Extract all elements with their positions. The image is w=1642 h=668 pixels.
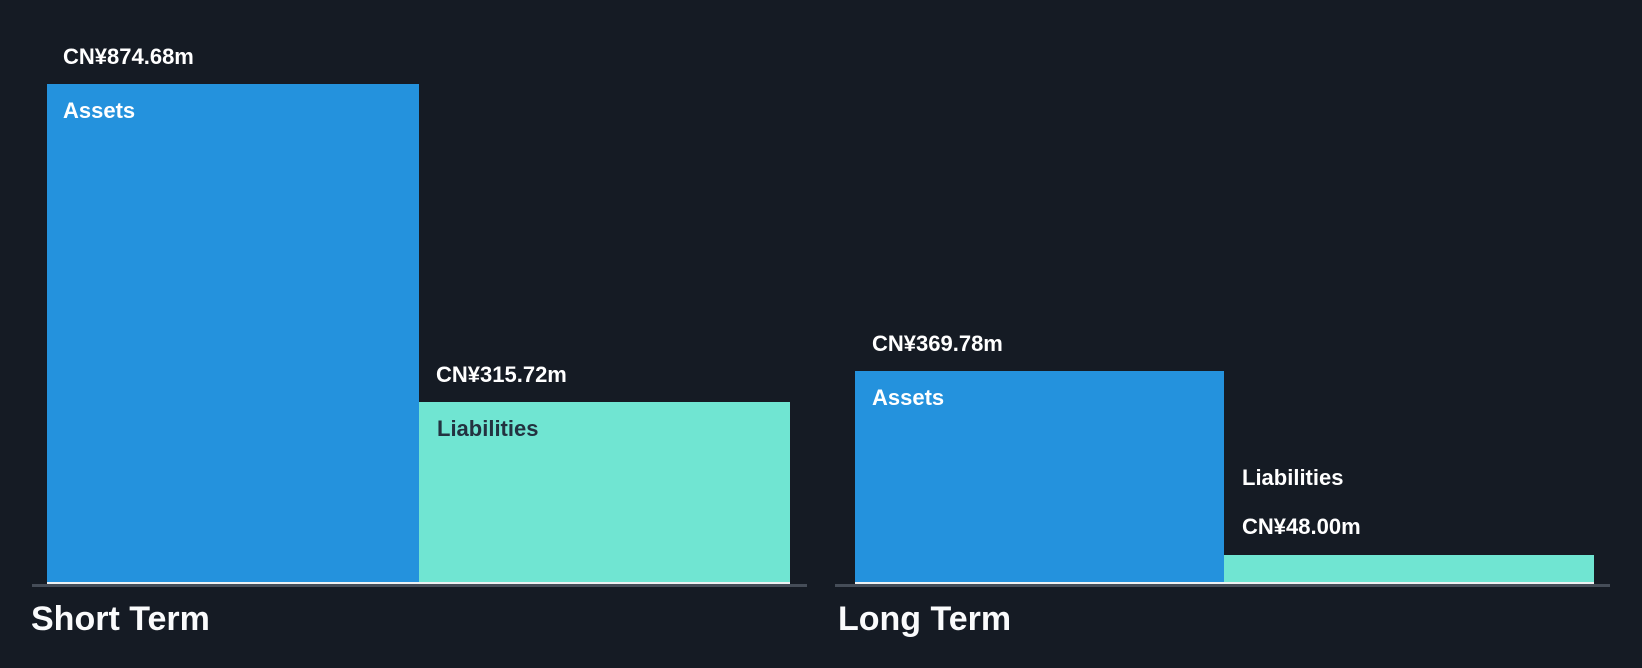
- bar-long-term-assets[interactable]: [855, 371, 1224, 582]
- short-term-assets-label: Assets: [63, 98, 136, 123]
- long-term-assets-value: CN¥369.78m: [872, 331, 1003, 357]
- bar-short-term-assets[interactable]: [47, 84, 419, 582]
- long-term-title: Long Term: [838, 600, 1012, 638]
- short-term-bar-underline: [47, 582, 790, 584]
- long-term-liabilities-label: Liabilities: [1242, 465, 1344, 491]
- bar-long-term-liabilities[interactable]: [1224, 554, 1594, 582]
- short-term-liabilities-label: Liabilities: [437, 416, 539, 442]
- short-term-title: Short Term: [31, 600, 210, 638]
- short-term-axis-line: [32, 584, 807, 587]
- long-term-assets-label: Assets: [872, 385, 945, 411]
- long-term-bar-underline: [855, 582, 1594, 584]
- bar-short-term-liabilities[interactable]: [419, 402, 790, 582]
- long-term-liabilities-value: CN¥48.00m: [1242, 514, 1361, 540]
- short-term-liabilities-value: CN¥315.72m: [436, 362, 567, 388]
- short-term-assets-value: CN¥874.68m: [63, 43, 194, 69]
- long-term-axis-line: [835, 584, 1610, 587]
